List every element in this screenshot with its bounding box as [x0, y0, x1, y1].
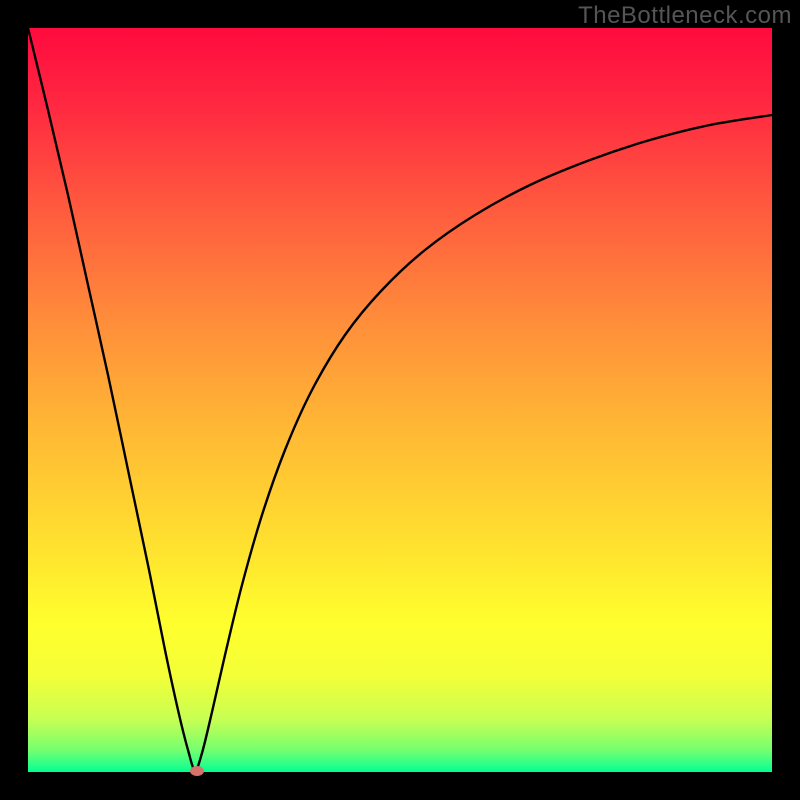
chart-frame: TheBottleneck.com: [0, 0, 800, 800]
bottleneck-curve: [28, 28, 772, 770]
curve-layer: [0, 0, 800, 800]
min-point-marker: [190, 766, 204, 776]
watermark-text: TheBottleneck.com: [578, 2, 792, 30]
